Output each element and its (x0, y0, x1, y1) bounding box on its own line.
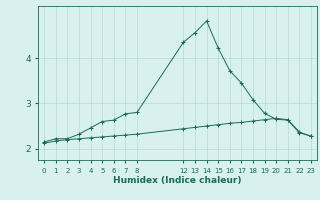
X-axis label: Humidex (Indice chaleur): Humidex (Indice chaleur) (113, 176, 242, 185)
